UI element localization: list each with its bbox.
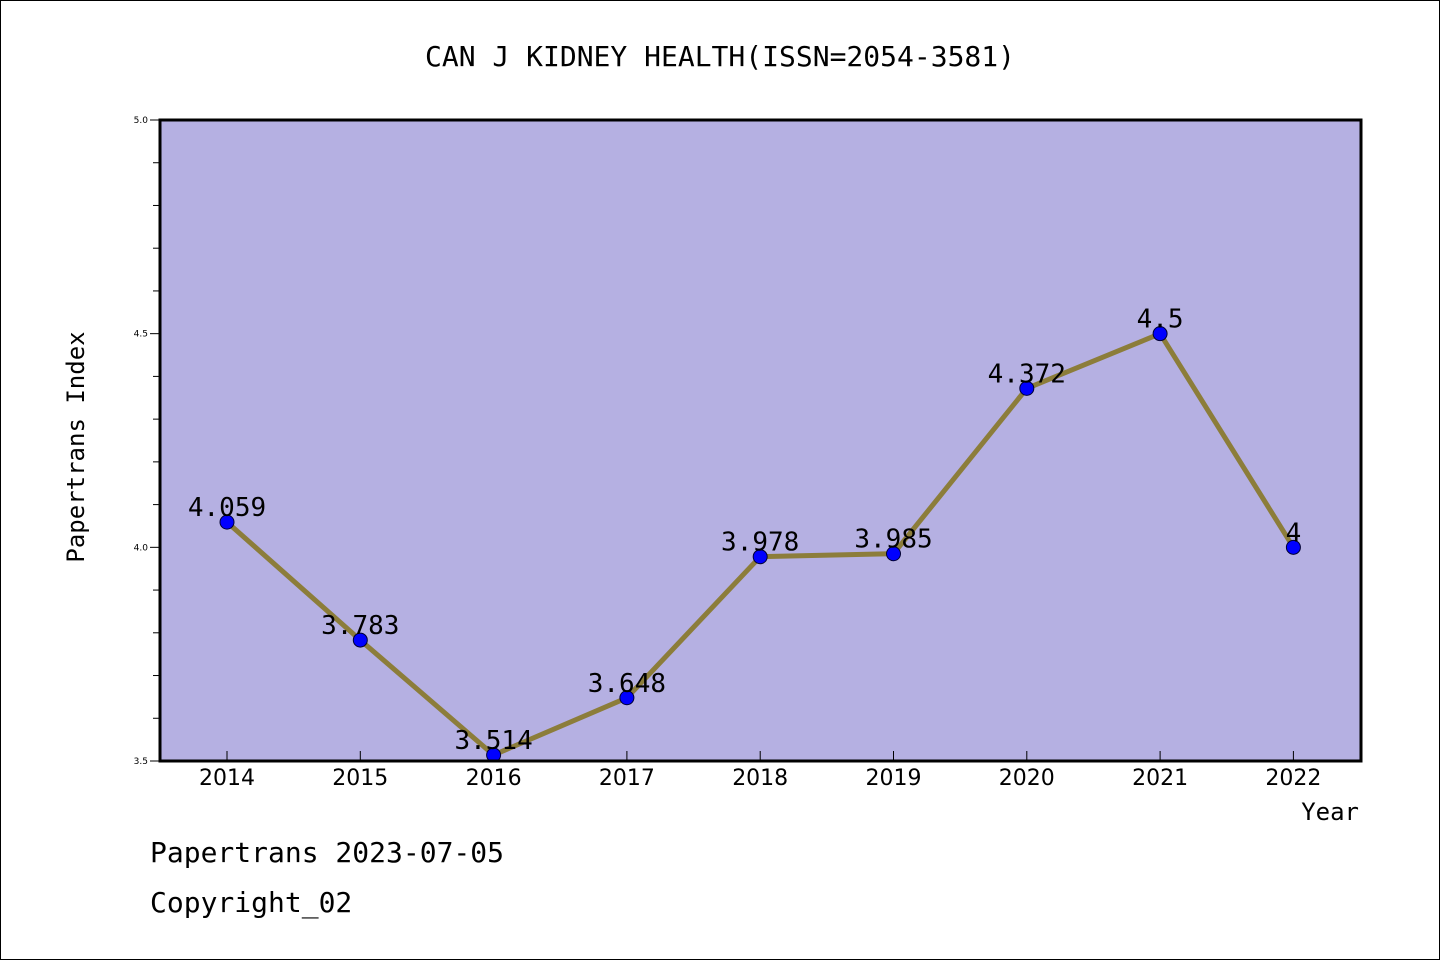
data-point xyxy=(886,546,901,562)
x-tick-label: 2021 xyxy=(1132,766,1188,791)
data-point xyxy=(1285,539,1301,555)
x-tick-label: 2017 xyxy=(599,766,655,791)
series-papertrans-index xyxy=(219,326,1301,763)
x-tick-label: 2019 xyxy=(866,766,922,791)
data-point xyxy=(619,690,635,706)
plot-border xyxy=(158,118,1363,763)
x-tick-label: 2015 xyxy=(332,766,388,791)
x-axis-label: Year xyxy=(1301,798,1359,826)
data-label: 3.985 xyxy=(854,525,932,555)
data-label: 4.5 xyxy=(1137,305,1184,335)
data-point xyxy=(219,514,235,530)
x-tick-label: 2020 xyxy=(999,766,1055,791)
data-point xyxy=(1019,380,1035,396)
chart-title: CAN J KIDNEY HEALTH(ISSN=2054-3581) xyxy=(425,40,1015,73)
data-label: 4 xyxy=(1286,518,1302,548)
data-point xyxy=(752,549,768,565)
data-label: 3.514 xyxy=(454,726,532,756)
y-axis: 3.5 4.0 4.5 5.0 xyxy=(134,116,160,767)
data-point xyxy=(1152,326,1168,342)
data-label: 3.648 xyxy=(588,669,666,699)
x-axis: 2014 2015 2016 2017 2018 2019 2020 2021 2022 xyxy=(199,751,1321,791)
data-label: 4.372 xyxy=(988,359,1066,389)
footer-copyright: Copyright_02 xyxy=(150,886,353,919)
data-label: 3.978 xyxy=(721,528,799,558)
y-tick-label: 4.5 xyxy=(134,330,148,340)
data-label: 4.059 xyxy=(188,493,266,523)
x-tick-label: 2016 xyxy=(466,766,522,791)
y-axis-label: Papertrans Index xyxy=(62,331,90,562)
y-tick-label: 3.5 xyxy=(134,757,148,767)
footer-date: Papertrans 2023-07-05 xyxy=(150,836,505,869)
y-tick-label: 4.0 xyxy=(134,543,149,553)
y-tick-label: 5.0 xyxy=(134,116,149,126)
data-point xyxy=(352,632,368,648)
x-tick-label: 2022 xyxy=(1265,766,1321,791)
x-tick-label: 2018 xyxy=(732,766,788,791)
x-tick-label: 2014 xyxy=(199,766,255,791)
data-labels: 4.059 3.783 3.514 3.648 3.978 3.985 4.372 4.5 4 xyxy=(188,305,1301,756)
plot-area xyxy=(160,120,1361,761)
data-label: 3.783 xyxy=(321,611,399,641)
